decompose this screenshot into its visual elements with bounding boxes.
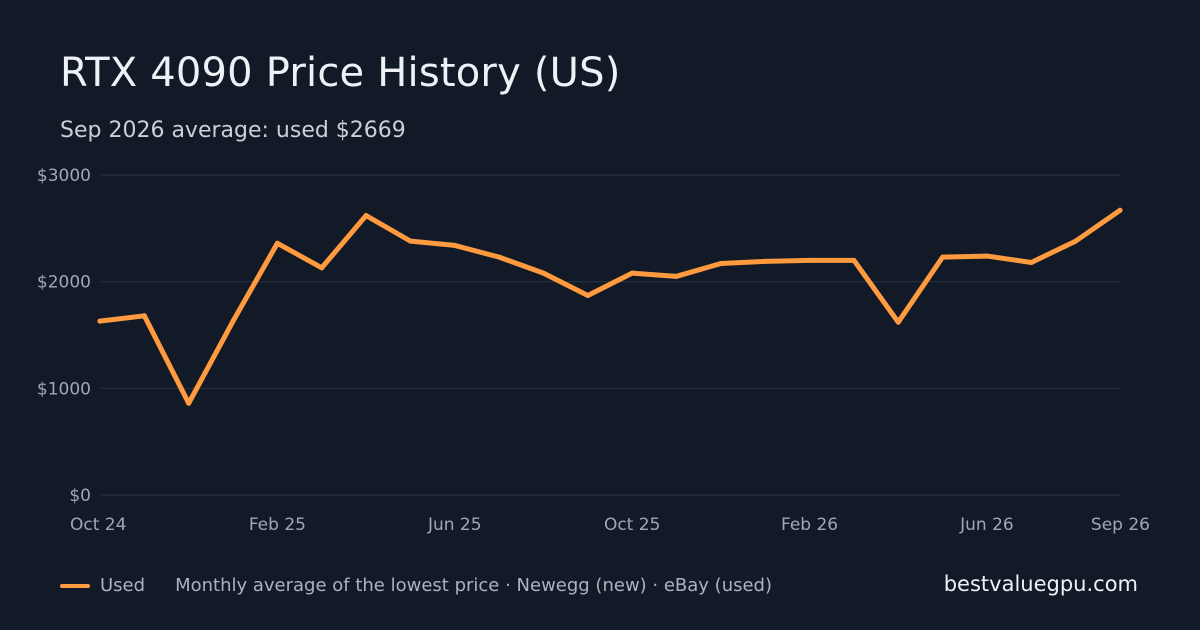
data-point	[496, 254, 502, 260]
legend-used-swatch	[60, 583, 90, 588]
data-point	[141, 313, 147, 319]
data-point	[230, 318, 236, 324]
chart-legend: Used Monthly average of the lowest price…	[60, 575, 772, 596]
data-point	[407, 238, 413, 244]
y-tick-label: $0	[69, 486, 91, 506]
data-point	[452, 242, 458, 248]
y-tick-label: $3000	[37, 166, 91, 186]
data-point	[585, 293, 591, 299]
y-tick-label: $1000	[37, 379, 91, 399]
x-tick-label: Sep 26	[1091, 515, 1150, 535]
chart-subtitle: Sep 2026 average: used $2669	[60, 118, 406, 143]
legend-used-label: Used	[100, 575, 146, 596]
x-tick-label: Oct 25	[604, 515, 660, 535]
x-tick-label: Feb 25	[249, 515, 306, 535]
series-line-used	[97, 207, 1123, 406]
x-tick-label: Jun 26	[959, 515, 1014, 535]
data-point	[629, 270, 635, 276]
data-point	[540, 270, 546, 276]
y-tick-label: $2000	[37, 273, 91, 293]
site-name: bestvaluegpu.com	[943, 572, 1138, 596]
data-point	[718, 261, 724, 267]
data-point	[1073, 238, 1079, 244]
data-point	[807, 257, 813, 263]
data-point	[762, 258, 768, 264]
data-point	[97, 318, 103, 324]
data-point	[940, 254, 946, 260]
data-point	[363, 213, 369, 219]
x-tick-label: Jun 25	[427, 515, 482, 535]
data-point	[319, 265, 325, 271]
data-point	[851, 257, 857, 263]
x-tick-label: Oct 24	[70, 515, 126, 535]
data-point	[1117, 207, 1123, 213]
data-point	[186, 400, 192, 406]
data-point	[1028, 259, 1034, 265]
data-point	[674, 273, 680, 279]
data-point	[274, 240, 280, 246]
chart-title: RTX 4090 Price History (US)	[60, 50, 621, 96]
data-point	[895, 319, 901, 325]
source-note: Monthly average of the lowest price · Ne…	[175, 575, 773, 596]
x-tick-label: Feb 26	[781, 515, 838, 535]
data-point	[984, 253, 990, 259]
